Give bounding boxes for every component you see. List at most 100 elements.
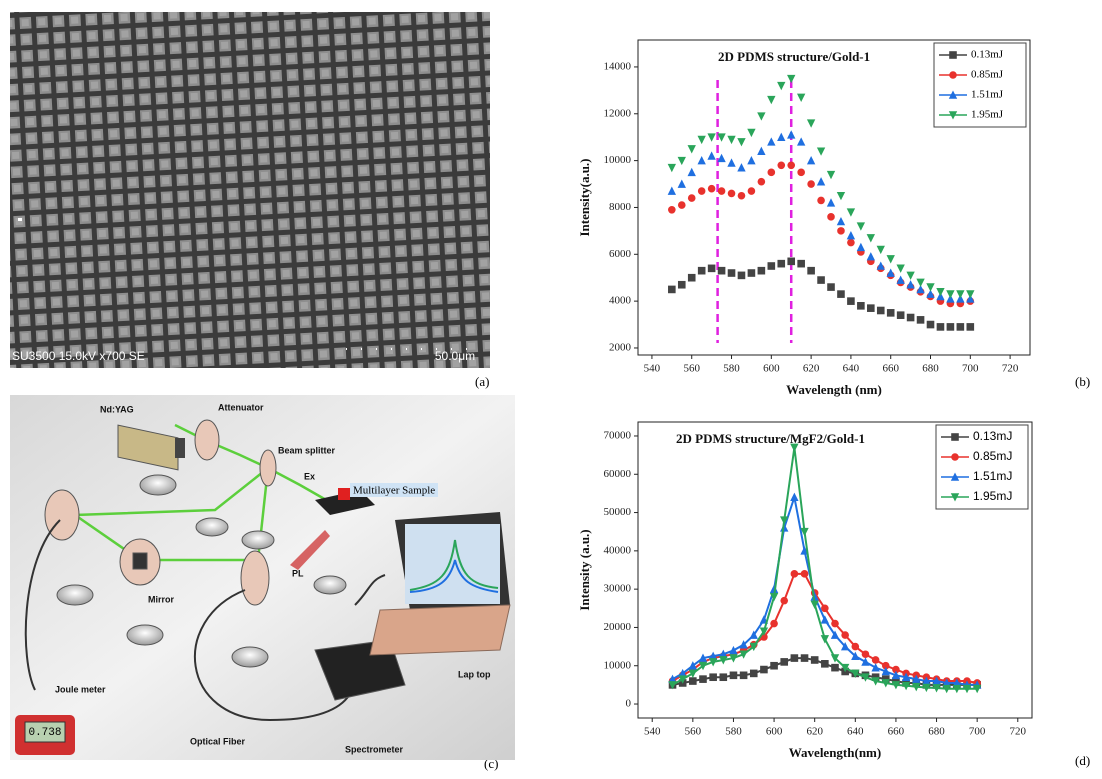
marker [926, 289, 935, 298]
marker [769, 584, 779, 593]
marker [698, 661, 708, 671]
marker [916, 278, 925, 287]
marker [747, 187, 756, 195]
marker [966, 290, 975, 299]
marker [727, 269, 736, 277]
marker [790, 492, 799, 502]
marker [942, 684, 951, 694]
marker [886, 255, 895, 264]
marker [881, 661, 890, 670]
y-tick-label: 14000 [604, 60, 632, 72]
chart-title: 2D PDMS structure/MgF2/Gold-1 [676, 431, 865, 446]
marker [906, 313, 915, 322]
marker [946, 290, 955, 299]
plot-frame [637, 421, 1033, 719]
marker [796, 137, 806, 146]
marker [912, 674, 921, 683]
diagram-label: Nd:YAG [100, 404, 134, 414]
marker [697, 135, 706, 145]
marker [876, 306, 885, 315]
marker [790, 654, 799, 662]
marker [780, 516, 789, 525]
marker [688, 669, 698, 678]
meter-reading: 0.738 [28, 727, 61, 739]
x-tick-label: 680 [928, 726, 945, 738]
y-axis-label: Intensity(a.u.) [577, 158, 592, 236]
marker [780, 658, 789, 666]
marker [836, 191, 846, 201]
sem-scale: 50.0μm [435, 349, 475, 363]
marker [790, 443, 799, 453]
marker [841, 631, 849, 639]
marker [876, 245, 885, 255]
marker [948, 111, 958, 120]
marker [717, 133, 726, 142]
marker [950, 493, 960, 502]
marker [916, 316, 925, 324]
marker [932, 676, 941, 685]
marker [806, 156, 816, 165]
marker [668, 681, 677, 690]
x-axis-label: Wavelength(nm) [789, 745, 881, 760]
marker [936, 323, 945, 331]
marker [806, 119, 816, 128]
marker [948, 90, 958, 99]
marker [777, 259, 786, 268]
marker [906, 271, 915, 280]
marker [787, 257, 796, 266]
marker [747, 128, 756, 138]
marker [708, 658, 718, 667]
marker [787, 74, 796, 84]
marker [687, 167, 696, 177]
marker [871, 663, 880, 672]
marker [737, 138, 746, 147]
marker [881, 666, 890, 676]
marker [800, 654, 809, 662]
marker [816, 147, 826, 156]
x-tick-label: 540 [644, 363, 661, 375]
x-tick-label: 580 [723, 363, 740, 375]
marker [886, 309, 895, 317]
marker [708, 651, 718, 660]
y-tick-label: 40000 [604, 544, 632, 556]
marker [807, 266, 815, 275]
x-axis-label: Wavelength (nm) [786, 382, 882, 397]
x-tick-label: 720 [1002, 363, 1019, 375]
marker [667, 186, 677, 195]
y-tick-label: 6000 [609, 248, 632, 260]
legend-label: 1.51mJ [973, 469, 1012, 483]
marker [950, 472, 960, 481]
marker [956, 290, 965, 299]
marker [810, 592, 819, 601]
marker [707, 264, 716, 273]
x-tick-label: 680 [922, 363, 939, 375]
marker [749, 642, 758, 652]
marker [861, 673, 870, 682]
marker [847, 238, 855, 247]
marker [912, 682, 921, 692]
marker [767, 95, 776, 105]
marker [952, 678, 962, 687]
marker [737, 163, 746, 172]
marker [816, 177, 826, 186]
marker [810, 656, 819, 664]
marker [922, 676, 931, 685]
marker [729, 671, 738, 680]
marker [777, 161, 786, 170]
marker [717, 266, 726, 275]
marker [922, 683, 931, 693]
x-tick-label: 580 [725, 726, 742, 738]
marker [697, 187, 706, 195]
panel-label: (a) [475, 374, 489, 389]
x-tick-label: 560 [685, 726, 702, 738]
marker [821, 660, 829, 668]
y-tick-label: 12000 [604, 107, 632, 119]
x-tick-label: 620 [806, 726, 823, 738]
marker [861, 657, 870, 666]
marker [820, 635, 830, 644]
marker [697, 266, 706, 275]
marker [747, 269, 756, 277]
marker [729, 654, 738, 663]
marker [857, 302, 865, 310]
